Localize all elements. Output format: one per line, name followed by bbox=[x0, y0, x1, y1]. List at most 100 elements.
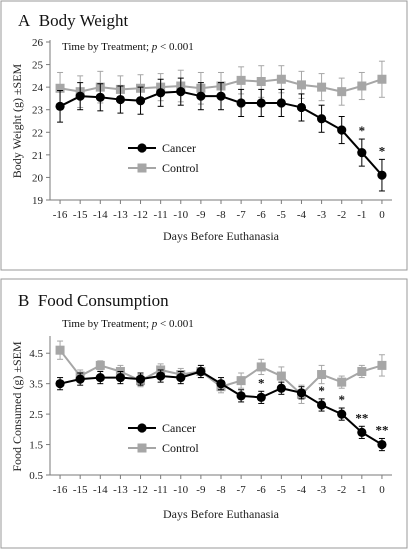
data-point-cancer bbox=[135, 96, 146, 106]
food-consumption-chart: B Food Consumption Time by Treatment; p <… bbox=[0, 278, 408, 549]
y-tick-label: 26 bbox=[32, 37, 44, 49]
data-point-cancer bbox=[377, 170, 387, 180]
chart-title: A Body Weight bbox=[18, 11, 129, 30]
data-point-control bbox=[337, 377, 347, 387]
x-tick-label: -8 bbox=[216, 484, 226, 496]
panel-frame bbox=[0, 0, 408, 271]
data-point-cancer bbox=[236, 391, 246, 401]
data-point-control bbox=[276, 371, 286, 381]
legend-marker bbox=[137, 143, 147, 153]
x-tick-label: -14 bbox=[93, 484, 108, 496]
data-point-control bbox=[296, 80, 306, 90]
legend-label: Control bbox=[162, 161, 199, 175]
data-point-cancer bbox=[316, 114, 327, 124]
x-tick-label: -3 bbox=[317, 209, 327, 221]
data-point-control bbox=[377, 360, 387, 370]
x-tick-label: -7 bbox=[237, 484, 247, 496]
significance-marker: * bbox=[379, 143, 386, 158]
x-tick-label: -4 bbox=[297, 484, 307, 496]
y-tick-label: 4.5 bbox=[29, 348, 43, 360]
data-point-cancer bbox=[115, 94, 126, 105]
x-tick-label: -4 bbox=[297, 209, 307, 221]
y-tick-label: 19 bbox=[32, 195, 44, 207]
panel-label: A bbox=[18, 11, 31, 30]
x-tick-label: -1 bbox=[357, 209, 366, 221]
y-tick-label: 22 bbox=[32, 127, 43, 139]
x-tick-label: -3 bbox=[317, 484, 327, 496]
significance-annotation: Time by Treatment; p < 0.001 bbox=[62, 41, 194, 53]
x-tick-label: -9 bbox=[196, 484, 206, 496]
data-point-cancer bbox=[216, 91, 226, 101]
data-point-control bbox=[276, 74, 286, 84]
data-point-cancer bbox=[296, 102, 307, 113]
food-consumption-panel: B Food Consumption Time by Treatment; p <… bbox=[0, 278, 409, 550]
chart-title: B Food Consumption bbox=[18, 291, 169, 310]
body-weight-chart: A Body Weight Time by Treatment; p < 0.00… bbox=[0, 0, 408, 271]
data-point-cancer bbox=[316, 400, 327, 410]
x-tick-label: -5 bbox=[277, 484, 287, 496]
significance-marker: * bbox=[318, 383, 325, 398]
x-tick-label: -11 bbox=[154, 209, 168, 221]
data-point-cancer bbox=[357, 427, 367, 437]
data-point-control bbox=[256, 77, 266, 86]
x-tick-label: -13 bbox=[113, 209, 128, 221]
data-point-cancer bbox=[196, 366, 206, 377]
data-point-cancer bbox=[95, 372, 105, 383]
x-tick-label: -6 bbox=[257, 484, 267, 496]
data-point-cancer bbox=[176, 372, 186, 383]
data-point-control bbox=[236, 376, 246, 386]
y-tick-label: 1.5 bbox=[29, 440, 43, 452]
y-axis-title: Body Weight (g) ±SEM bbox=[10, 63, 24, 178]
x-tick-label: 0 bbox=[379, 484, 385, 496]
legend-label: Control bbox=[162, 441, 199, 455]
y-tick-label: 21 bbox=[32, 150, 43, 162]
data-point-control bbox=[377, 74, 387, 84]
data-point-cancer bbox=[55, 379, 65, 389]
x-tick-label: -1 bbox=[357, 484, 366, 496]
x-tick-label: -13 bbox=[113, 484, 128, 496]
body-weight-panel: A Body Weight Time by Treatment; p < 0.00… bbox=[0, 0, 409, 272]
data-point-cancer bbox=[377, 439, 387, 450]
significance-marker: * bbox=[258, 375, 265, 390]
significance-annotation: Time by Treatment; p < 0.001 bbox=[62, 318, 194, 330]
data-point-cancer bbox=[156, 88, 166, 98]
legend-marker bbox=[137, 443, 147, 453]
x-axis-title: Days Before Euthanasia bbox=[163, 507, 280, 521]
x-tick-label: -15 bbox=[73, 484, 88, 496]
y-tick-label: 3.5 bbox=[29, 379, 43, 391]
data-point-control bbox=[317, 370, 327, 380]
y-axis-title: Food Consumed (g) ±SEM bbox=[10, 341, 24, 472]
data-point-control bbox=[256, 362, 266, 372]
data-point-control bbox=[236, 75, 246, 85]
x-tick-label: -15 bbox=[73, 209, 88, 221]
data-point-cancer bbox=[236, 98, 246, 108]
x-tick-label: -12 bbox=[133, 484, 148, 496]
data-point-control bbox=[55, 345, 65, 355]
data-point-cancer bbox=[75, 91, 85, 101]
data-point-cancer bbox=[216, 379, 226, 389]
legend-label: Cancer bbox=[162, 421, 196, 435]
data-point-cancer bbox=[135, 374, 146, 384]
data-point-cancer bbox=[296, 388, 307, 398]
x-tick-label: -5 bbox=[277, 209, 287, 221]
significance-marker: ** bbox=[375, 422, 388, 437]
legend-marker bbox=[137, 423, 147, 433]
data-point-cancer bbox=[55, 101, 65, 111]
x-tick-label: 0 bbox=[379, 209, 385, 221]
x-tick-label: -7 bbox=[237, 209, 247, 221]
significance-marker: * bbox=[338, 392, 345, 407]
data-point-cancer bbox=[95, 92, 105, 102]
data-point-control bbox=[95, 360, 105, 370]
x-tick-label: -9 bbox=[196, 209, 206, 221]
data-point-control bbox=[317, 82, 327, 92]
x-axis-title: Days Before Euthanasia bbox=[163, 229, 280, 243]
legend-marker bbox=[137, 163, 147, 173]
x-tick-label: -16 bbox=[53, 484, 68, 496]
title-text: Food Consumption bbox=[38, 291, 169, 310]
x-tick-label: -12 bbox=[133, 209, 148, 221]
data-point-cancer bbox=[256, 98, 266, 108]
legend-label: Cancer bbox=[162, 141, 196, 155]
x-tick-label: -10 bbox=[173, 209, 188, 221]
data-point-cancer bbox=[337, 409, 347, 419]
data-point-cancer bbox=[156, 371, 166, 381]
